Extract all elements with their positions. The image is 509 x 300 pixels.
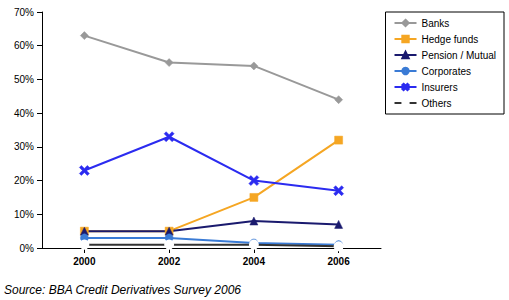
svg-text:2004: 2004 (243, 256, 266, 267)
svg-text:2000: 2000 (73, 256, 96, 267)
svg-text:Pension / Mutual: Pension / Mutual (422, 50, 497, 61)
svg-text:Banks: Banks (422, 18, 450, 29)
svg-text:70%: 70% (14, 7, 34, 18)
svg-text:40%: 40% (14, 108, 34, 119)
svg-text:10%: 10% (14, 209, 34, 220)
svg-text:Insurers: Insurers (422, 82, 458, 93)
svg-text:20%: 20% (14, 175, 34, 186)
svg-text:0%: 0% (20, 243, 35, 254)
svg-text:30%: 30% (14, 141, 34, 152)
svg-text:Others: Others (422, 98, 452, 109)
svg-text:2002: 2002 (158, 256, 181, 267)
svg-text:Corporates: Corporates (422, 66, 471, 77)
svg-text:Hedge funds: Hedge funds (422, 34, 479, 45)
svg-text:50%: 50% (14, 74, 34, 85)
svg-text:2006: 2006 (328, 256, 351, 267)
svg-text:Source: BBA Credit Derivatives: Source: BBA Credit Derivatives Survey 20… (4, 283, 241, 297)
svg-text:60%: 60% (14, 40, 34, 51)
